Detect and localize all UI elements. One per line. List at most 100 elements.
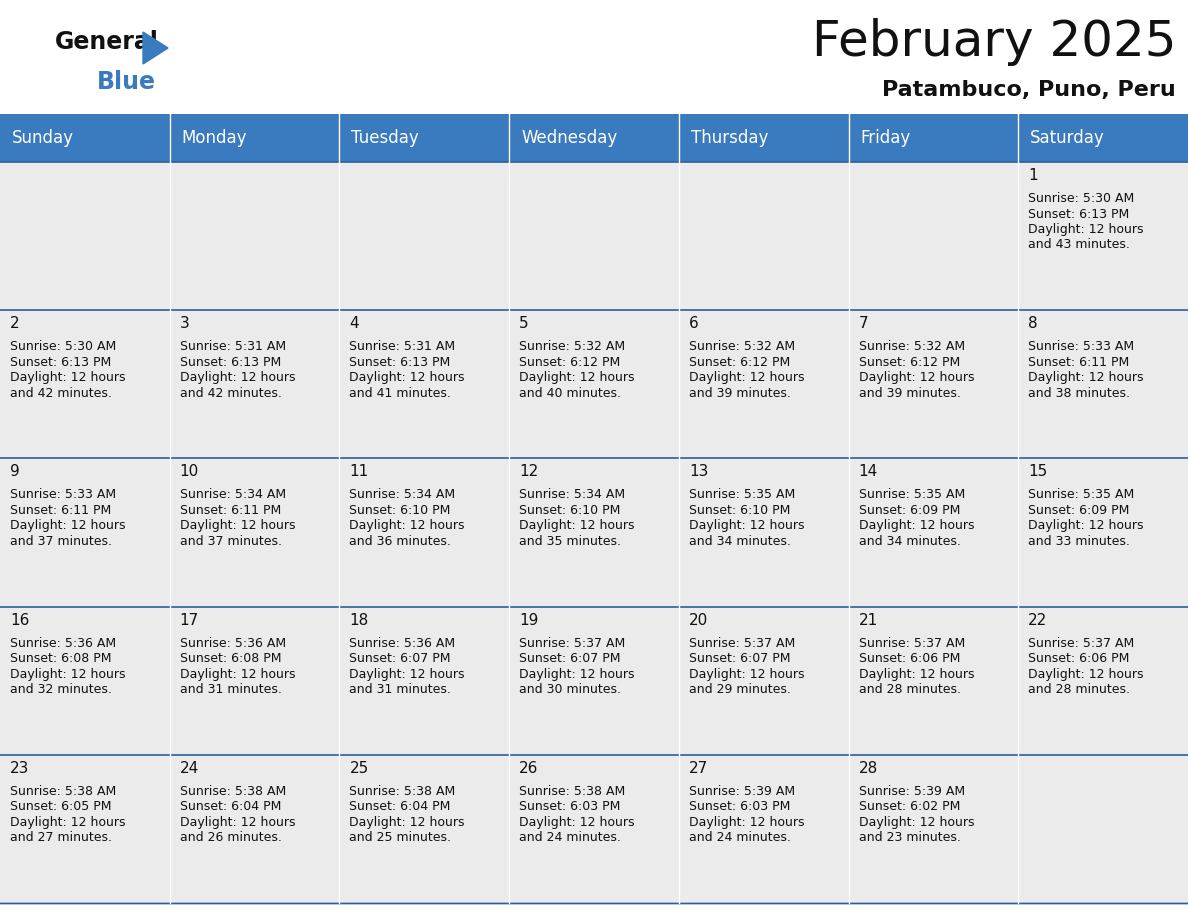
- Text: and 43 minutes.: and 43 minutes.: [1029, 239, 1130, 252]
- Text: Sunset: 6:03 PM: Sunset: 6:03 PM: [519, 800, 620, 813]
- Bar: [0, 755, 170, 903]
- Text: Sunrise: 5:36 AM: Sunrise: 5:36 AM: [349, 636, 455, 650]
- Bar: [170, 607, 340, 755]
- Bar: [170, 310, 340, 458]
- Text: and 29 minutes.: and 29 minutes.: [689, 683, 791, 696]
- Text: 22: 22: [1029, 612, 1048, 628]
- Text: Sunset: 6:02 PM: Sunset: 6:02 PM: [859, 800, 960, 813]
- Bar: [848, 114, 1018, 162]
- Text: Sunrise: 5:32 AM: Sunrise: 5:32 AM: [859, 341, 965, 353]
- Text: and 34 minutes.: and 34 minutes.: [859, 535, 960, 548]
- Text: Sunrise: 5:36 AM: Sunrise: 5:36 AM: [10, 636, 116, 650]
- Text: Daylight: 12 hours: Daylight: 12 hours: [859, 520, 974, 532]
- Text: Sunrise: 5:32 AM: Sunrise: 5:32 AM: [689, 341, 795, 353]
- Text: Sunset: 6:05 PM: Sunset: 6:05 PM: [10, 800, 112, 813]
- Text: Sunset: 6:04 PM: Sunset: 6:04 PM: [179, 800, 282, 813]
- Text: Daylight: 12 hours: Daylight: 12 hours: [689, 667, 804, 680]
- Text: Daylight: 12 hours: Daylight: 12 hours: [349, 816, 465, 829]
- Bar: [510, 607, 678, 755]
- Text: Sunset: 6:12 PM: Sunset: 6:12 PM: [519, 355, 620, 369]
- Text: 3: 3: [179, 316, 189, 331]
- Bar: [1018, 310, 1188, 458]
- Text: Blue: Blue: [97, 70, 156, 94]
- Text: 27: 27: [689, 761, 708, 776]
- Text: Sunrise: 5:38 AM: Sunrise: 5:38 AM: [10, 785, 116, 798]
- Bar: [170, 755, 340, 903]
- Text: Daylight: 12 hours: Daylight: 12 hours: [1029, 520, 1144, 532]
- Text: Sunset: 6:06 PM: Sunset: 6:06 PM: [1029, 652, 1130, 666]
- Bar: [340, 310, 510, 458]
- Text: Daylight: 12 hours: Daylight: 12 hours: [10, 371, 126, 385]
- Text: Sunset: 6:03 PM: Sunset: 6:03 PM: [689, 800, 790, 813]
- Text: 8: 8: [1029, 316, 1038, 331]
- Bar: [1018, 607, 1188, 755]
- Text: Daylight: 12 hours: Daylight: 12 hours: [10, 816, 126, 829]
- Text: 10: 10: [179, 465, 198, 479]
- Bar: [0, 607, 170, 755]
- Text: and 28 minutes.: and 28 minutes.: [1029, 683, 1130, 696]
- Bar: [678, 310, 848, 458]
- Bar: [848, 458, 1018, 607]
- Bar: [0, 458, 170, 607]
- Text: 15: 15: [1029, 465, 1048, 479]
- Text: Sunset: 6:13 PM: Sunset: 6:13 PM: [10, 355, 112, 369]
- Bar: [678, 114, 848, 162]
- Text: Daylight: 12 hours: Daylight: 12 hours: [519, 816, 634, 829]
- Text: Sunrise: 5:34 AM: Sunrise: 5:34 AM: [519, 488, 625, 501]
- Text: Sunrise: 5:31 AM: Sunrise: 5:31 AM: [349, 341, 455, 353]
- Text: Daylight: 12 hours: Daylight: 12 hours: [689, 371, 804, 385]
- Text: Daylight: 12 hours: Daylight: 12 hours: [1029, 667, 1144, 680]
- Text: and 38 minutes.: and 38 minutes.: [1029, 386, 1130, 399]
- Bar: [340, 114, 510, 162]
- Text: Sunset: 6:09 PM: Sunset: 6:09 PM: [859, 504, 960, 517]
- Text: Daylight: 12 hours: Daylight: 12 hours: [519, 520, 634, 532]
- Text: Daylight: 12 hours: Daylight: 12 hours: [1029, 223, 1144, 236]
- Bar: [340, 607, 510, 755]
- Text: Daylight: 12 hours: Daylight: 12 hours: [349, 371, 465, 385]
- Text: Daylight: 12 hours: Daylight: 12 hours: [349, 520, 465, 532]
- Text: Daylight: 12 hours: Daylight: 12 hours: [10, 520, 126, 532]
- Bar: [510, 458, 678, 607]
- Text: and 42 minutes.: and 42 minutes.: [179, 386, 282, 399]
- Text: 20: 20: [689, 612, 708, 628]
- Text: Sunset: 6:11 PM: Sunset: 6:11 PM: [1029, 355, 1130, 369]
- Text: Sunset: 6:12 PM: Sunset: 6:12 PM: [859, 355, 960, 369]
- Text: 11: 11: [349, 465, 368, 479]
- Text: Daylight: 12 hours: Daylight: 12 hours: [519, 667, 634, 680]
- Bar: [678, 607, 848, 755]
- Text: Daylight: 12 hours: Daylight: 12 hours: [859, 816, 974, 829]
- Bar: [848, 310, 1018, 458]
- Text: Sunrise: 5:32 AM: Sunrise: 5:32 AM: [519, 341, 625, 353]
- Text: 13: 13: [689, 465, 708, 479]
- Text: Wednesday: Wednesday: [522, 129, 618, 147]
- Text: and 39 minutes.: and 39 minutes.: [689, 386, 791, 399]
- Bar: [1018, 114, 1188, 162]
- Text: Daylight: 12 hours: Daylight: 12 hours: [859, 667, 974, 680]
- Text: and 37 minutes.: and 37 minutes.: [10, 535, 112, 548]
- Text: and 34 minutes.: and 34 minutes.: [689, 535, 791, 548]
- Text: Sunrise: 5:39 AM: Sunrise: 5:39 AM: [859, 785, 965, 798]
- Text: Sunrise: 5:34 AM: Sunrise: 5:34 AM: [179, 488, 286, 501]
- Bar: [0, 114, 170, 162]
- Text: 2: 2: [10, 316, 20, 331]
- Text: Sunrise: 5:30 AM: Sunrise: 5:30 AM: [10, 341, 116, 353]
- Text: Daylight: 12 hours: Daylight: 12 hours: [179, 667, 295, 680]
- Text: and 41 minutes.: and 41 minutes.: [349, 386, 451, 399]
- Bar: [340, 755, 510, 903]
- Text: and 28 minutes.: and 28 minutes.: [859, 683, 961, 696]
- Text: 24: 24: [179, 761, 198, 776]
- Text: Sunrise: 5:33 AM: Sunrise: 5:33 AM: [10, 488, 116, 501]
- Bar: [0, 162, 170, 310]
- Bar: [678, 755, 848, 903]
- Text: Daylight: 12 hours: Daylight: 12 hours: [179, 371, 295, 385]
- Text: Sunset: 6:10 PM: Sunset: 6:10 PM: [519, 504, 620, 517]
- Text: Sunset: 6:12 PM: Sunset: 6:12 PM: [689, 355, 790, 369]
- Text: 16: 16: [10, 612, 30, 628]
- Text: 25: 25: [349, 761, 368, 776]
- Bar: [678, 162, 848, 310]
- Bar: [1018, 162, 1188, 310]
- Text: Sunset: 6:07 PM: Sunset: 6:07 PM: [519, 652, 620, 666]
- Text: Sunset: 6:09 PM: Sunset: 6:09 PM: [1029, 504, 1130, 517]
- Text: Friday: Friday: [860, 129, 911, 147]
- Text: Daylight: 12 hours: Daylight: 12 hours: [689, 520, 804, 532]
